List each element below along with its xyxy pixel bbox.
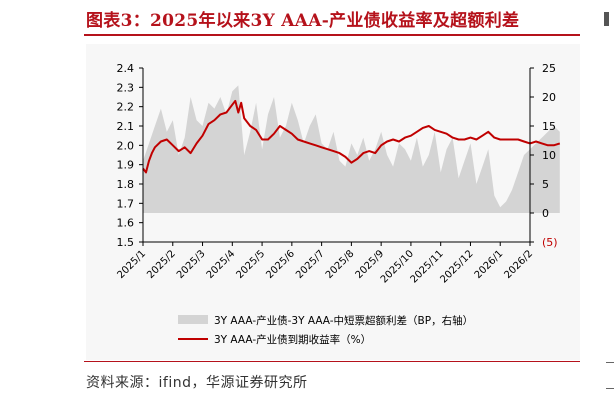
x-tick-label: 2025/12 (438, 248, 475, 285)
y-right-tick-label: (5) (542, 236, 558, 249)
bottom-rule (84, 361, 580, 362)
yield-line (142, 99, 561, 174)
legend-label-area: 3Y AAA-产业债-3Y AAA-中短票超额利差（BP，右轴） (214, 314, 473, 327)
next-figure-marker (604, 12, 614, 26)
edge-mark (606, 362, 614, 363)
y-right-tick-label: 15 (542, 120, 556, 133)
y-left-tick-label: 2.3 (117, 81, 135, 94)
y-right-tick-label: 10 (542, 149, 556, 162)
x-tick-label: 2025/8 (324, 248, 357, 281)
chart-title: 图表3：2025年以来3Y AAA-产业债收益率及超额利差 (86, 11, 520, 31)
y-right-tick-label: 25 (542, 62, 556, 75)
y-left-tick-label: 1.8 (117, 178, 135, 191)
spread-area (143, 85, 560, 213)
y-left-tick-label: 2.2 (117, 101, 135, 114)
x-tick-label: 2025/3 (175, 248, 208, 281)
x-tick-label: 2025/6 (264, 248, 297, 281)
legend-label-line: 3Y AAA-产业债到期收益率（%） (214, 333, 371, 346)
legend-swatch-area (178, 315, 208, 324)
y-left-tick-label: 1.7 (117, 197, 135, 210)
y-right-tick-label: 0 (542, 207, 549, 220)
y-left-tick-label: 2.4 (117, 62, 135, 75)
y-right-tick-label: 5 (542, 178, 549, 191)
y-left-tick-label: 1.9 (117, 159, 135, 172)
x-tick-label: 2026/1 (473, 248, 506, 281)
title-rule (84, 34, 580, 36)
source-note: 资料来源：ifind，华源证券研究所 (86, 375, 308, 391)
edge-mark (606, 388, 614, 389)
y-left-tick-label: 2.0 (117, 139, 135, 152)
y-left-tick-label: 1.6 (117, 217, 135, 230)
x-tick-label: 2025/5 (235, 248, 268, 281)
y-left-tick-label: 1.5 (117, 236, 135, 249)
x-tick-label: 2025/7 (294, 248, 327, 281)
x-tick-label: 2025/4 (205, 248, 238, 281)
y-right-tick-label: 20 (542, 91, 556, 104)
y-left-tick-label: 2.1 (117, 120, 135, 133)
x-tick-label: 2025/1 (115, 248, 148, 281)
x-tick-label: 2025/2 (145, 248, 178, 281)
x-tick-label: 2026/2 (502, 248, 535, 281)
